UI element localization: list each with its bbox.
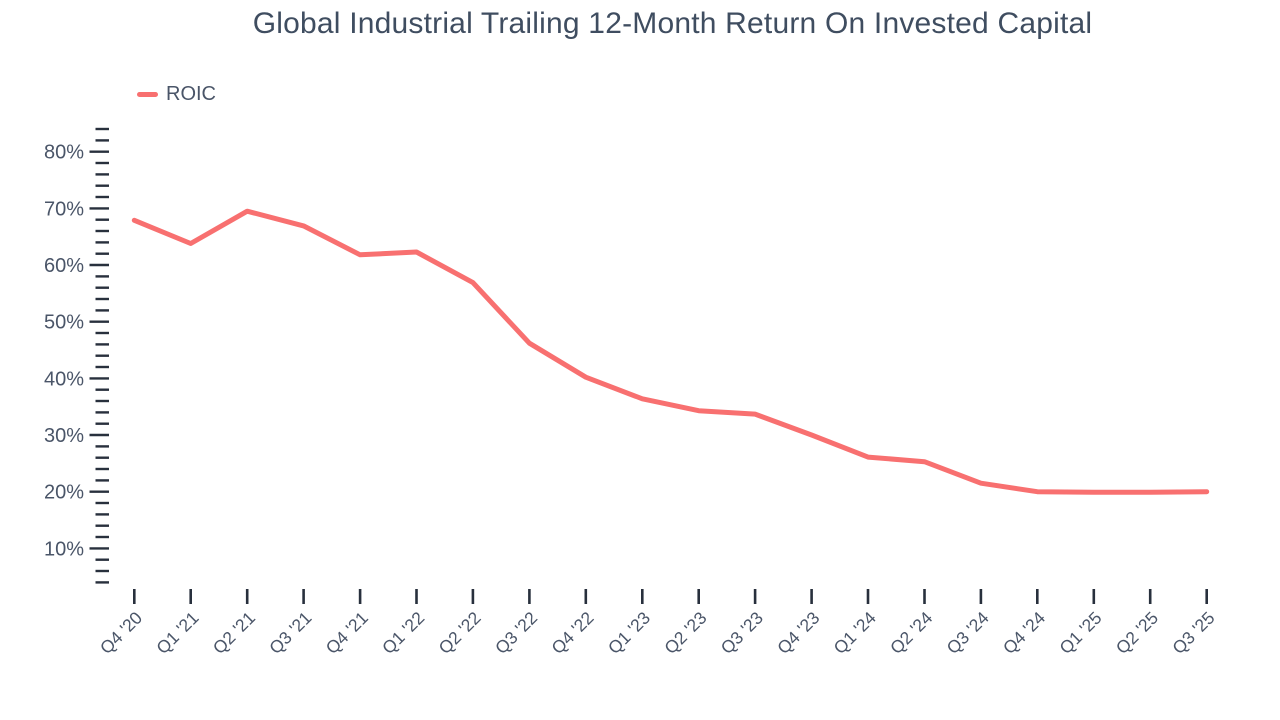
y-axis-tick-label: 60% xyxy=(44,255,84,277)
legend-item-roic[interactable]: ROIC xyxy=(137,83,216,106)
x-axis-tick-label: Q4 '21 xyxy=(322,608,372,658)
x-axis-tick-label: Q4 '24 xyxy=(999,607,1049,657)
x-axis-tick-label: Q1 '25 xyxy=(1055,608,1105,658)
x-axis-tick-label: Q1 '23 xyxy=(604,608,654,658)
y-axis-tick-label: 70% xyxy=(44,198,84,220)
y-axis-tick-label: 10% xyxy=(44,538,84,560)
y-axis: 10% 20% 30% 40% 50% 60% 70% 80% xyxy=(44,127,109,584)
x-axis: Q4 '20 Q1 '21 Q2 '21 Q3 '21 Q4 '21 Q1 '22 Q2 '… xyxy=(96,589,1219,658)
y-axis-tick-label: 40% xyxy=(44,368,84,390)
y-axis-tick-label: 80% xyxy=(44,142,84,164)
x-axis-tick-label: Q3 '24 xyxy=(943,607,993,657)
x-axis-tick-label: Q3 '22 xyxy=(491,608,541,658)
x-axis-tick-label: Q4 '20 xyxy=(96,607,146,657)
x-axis-tick-label: Q2 '22 xyxy=(435,608,485,658)
x-axis-tick-label: Q2 '21 xyxy=(209,608,259,658)
chart-title: Global Industrial Trailing 12-Month Retu… xyxy=(252,7,1093,40)
x-axis-tick-label: Q1 '21 xyxy=(152,608,202,658)
y-axis-tick-label: 50% xyxy=(44,312,84,334)
x-axis-tick-label: Q2 '24 xyxy=(886,607,936,657)
x-axis-tick-label: Q1 '24 xyxy=(830,607,880,657)
legend-label-roic: ROIC xyxy=(166,83,216,105)
x-axis-tick-label: Q1 '22 xyxy=(378,608,428,658)
y-axis-tick-label: 20% xyxy=(44,482,84,504)
x-axis-tick-label: Q4 '22 xyxy=(547,608,597,658)
roic-line-series xyxy=(131,208,1210,495)
x-axis-tick-label: Q3 '21 xyxy=(265,608,315,658)
x-axis-tick-label: Q2 '23 xyxy=(660,608,710,658)
roic-line-swatch-icon xyxy=(137,92,158,97)
x-axis-tick-label: Q4 '23 xyxy=(773,608,823,658)
x-axis-tick-label: Q2 '25 xyxy=(1112,608,1162,658)
x-axis-tick-label: Q3 '23 xyxy=(717,608,767,658)
x-axis-tick-label: Q3 '25 xyxy=(1168,608,1218,658)
y-axis-tick-label: 30% xyxy=(44,425,84,447)
